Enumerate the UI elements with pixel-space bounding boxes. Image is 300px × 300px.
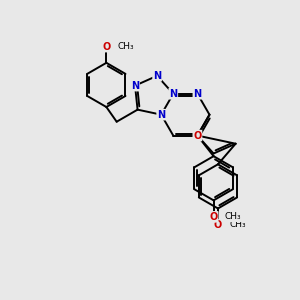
Text: N: N (131, 81, 139, 91)
Text: CH₃: CH₃ (118, 42, 134, 51)
Text: O: O (214, 220, 222, 230)
Text: O: O (193, 130, 202, 141)
Text: CH₃: CH₃ (229, 220, 246, 230)
Text: N: N (193, 89, 202, 99)
Text: CH₃: CH₃ (225, 212, 242, 221)
Text: N: N (153, 71, 161, 81)
Text: N: N (169, 89, 177, 99)
Text: N: N (157, 110, 165, 120)
Text: O: O (209, 212, 218, 222)
Text: O: O (102, 42, 110, 52)
